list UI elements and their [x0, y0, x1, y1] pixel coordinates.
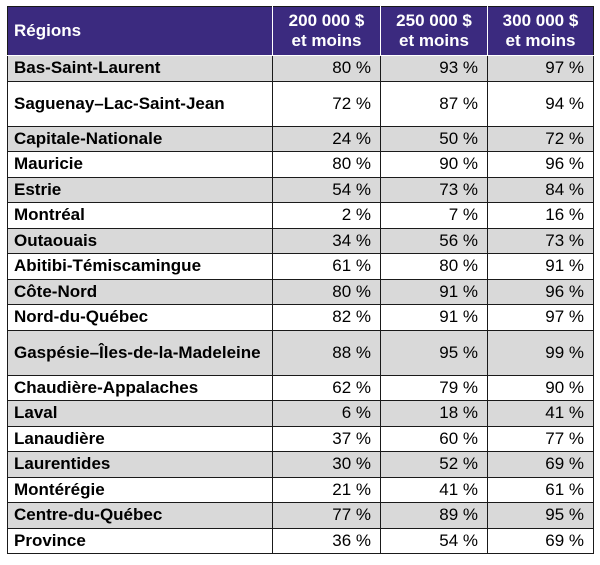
value-250000: 79 % — [380, 374, 488, 401]
region-name: Capitale-Nationale — [7, 125, 273, 152]
value-300000: 73 % — [487, 227, 594, 254]
table-row: Abitibi-Témiscamingue 61 % 80 % 91 % — [7, 253, 594, 280]
value-250000: 93 % — [380, 55, 488, 82]
value-200000: 21 % — [272, 476, 381, 503]
value-250000: 41 % — [380, 476, 488, 503]
value-300000: 96 % — [487, 151, 594, 178]
value-250000: 50 % — [380, 125, 488, 152]
value-200000: 77 % — [272, 502, 381, 529]
region-name: Gaspésie–Îles-de-la-Madeleine — [7, 329, 273, 376]
table-header-row: Régions 200 000 $ et moins 250 000 $ et … — [7, 6, 594, 56]
region-name: Centre-du-Québec — [7, 502, 273, 529]
value-250000: 95 % — [380, 329, 488, 376]
table-row: Laurentides 30 % 52 % 69 % — [7, 451, 594, 478]
header-regions: Régions — [7, 6, 273, 56]
table-row: Bas-Saint-Laurent 80 % 93 % 97 % — [7, 55, 594, 82]
table-row: Centre-du-Québec 77 % 89 % 95 % — [7, 502, 594, 529]
value-300000: 99 % — [487, 329, 594, 376]
table-row: Gaspésie–Îles-de-la-Madeleine 88 % 95 % … — [7, 329, 594, 376]
value-250000: 91 % — [380, 304, 488, 331]
header-300000: 300 000 $ et moins — [487, 6, 594, 56]
value-200000: 34 % — [272, 227, 381, 254]
value-200000: 36 % — [272, 527, 381, 554]
value-200000: 72 % — [272, 80, 381, 127]
table-row: Province 36 % 54 % 69 % — [7, 527, 594, 554]
table-row: Saguenay–Lac-Saint-Jean 72 % 87 % 94 % — [7, 80, 594, 127]
table-row: Montréal 2 % 7 % 16 % — [7, 202, 594, 229]
value-200000: 61 % — [272, 253, 381, 280]
region-name: Laurentides — [7, 451, 273, 478]
value-200000: 24 % — [272, 125, 381, 152]
region-name: Estrie — [7, 176, 273, 203]
table-row: Capitale-Nationale 24 % 50 % 72 % — [7, 125, 594, 152]
value-200000: 88 % — [272, 329, 381, 376]
value-300000: 96 % — [487, 278, 594, 305]
value-200000: 54 % — [272, 176, 381, 203]
value-300000: 61 % — [487, 476, 594, 503]
value-300000: 90 % — [487, 374, 594, 401]
value-300000: 69 % — [487, 451, 594, 478]
table-row: Outaouais 34 % 56 % 73 % — [7, 227, 594, 254]
table-row: Laval 6 % 18 % 41 % — [7, 400, 594, 427]
value-200000: 62 % — [272, 374, 381, 401]
region-name: Nord-du-Québec — [7, 304, 273, 331]
value-200000: 30 % — [272, 451, 381, 478]
header-250000: 250 000 $ et moins — [380, 6, 488, 56]
value-300000: 97 % — [487, 304, 594, 331]
value-200000: 6 % — [272, 400, 381, 427]
region-name: Lanaudière — [7, 425, 273, 452]
region-name: Abitibi-Témiscamingue — [7, 253, 273, 280]
value-200000: 80 % — [272, 278, 381, 305]
region-name: Montréal — [7, 202, 273, 229]
value-250000: 73 % — [380, 176, 488, 203]
value-300000: 84 % — [487, 176, 594, 203]
table-row: Lanaudière 37 % 60 % 77 % — [7, 425, 594, 452]
region-name: Côte-Nord — [7, 278, 273, 305]
value-300000: 91 % — [487, 253, 594, 280]
region-name: Bas-Saint-Laurent — [7, 55, 273, 82]
region-name: Outaouais — [7, 227, 273, 254]
value-300000: 95 % — [487, 502, 594, 529]
region-percentage-table: Régions 200 000 $ et moins 250 000 $ et … — [7, 6, 594, 554]
region-table-container: Régions 200 000 $ et moins 250 000 $ et … — [7, 6, 594, 554]
value-250000: 80 % — [380, 253, 488, 280]
table-row: Mauricie 80 % 90 % 96 % — [7, 151, 594, 178]
value-300000: 41 % — [487, 400, 594, 427]
value-250000: 56 % — [380, 227, 488, 254]
value-300000: 77 % — [487, 425, 594, 452]
value-300000: 72 % — [487, 125, 594, 152]
region-name: Mauricie — [7, 151, 273, 178]
region-name: Laval — [7, 400, 273, 427]
region-name: Chaudière-Appalaches — [7, 374, 273, 401]
table-row: Estrie 54 % 73 % 84 % — [7, 176, 594, 203]
value-250000: 18 % — [380, 400, 488, 427]
table-row: Nord-du-Québec 82 % 91 % 97 % — [7, 304, 594, 331]
value-250000: 54 % — [380, 527, 488, 554]
value-250000: 60 % — [380, 425, 488, 452]
value-200000: 82 % — [272, 304, 381, 331]
value-250000: 87 % — [380, 80, 488, 127]
region-name: Saguenay–Lac-Saint-Jean — [7, 80, 273, 127]
value-300000: 69 % — [487, 527, 594, 554]
value-250000: 7 % — [380, 202, 488, 229]
value-200000: 2 % — [272, 202, 381, 229]
value-200000: 37 % — [272, 425, 381, 452]
region-name: Province — [7, 527, 273, 554]
header-200000: 200 000 $ et moins — [272, 6, 381, 56]
value-300000: 16 % — [487, 202, 594, 229]
table-row: Côte-Nord 80 % 91 % 96 % — [7, 278, 594, 305]
value-200000: 80 % — [272, 151, 381, 178]
region-name: Montérégie — [7, 476, 273, 503]
table-row: Montérégie 21 % 41 % 61 % — [7, 476, 594, 503]
value-250000: 90 % — [380, 151, 488, 178]
value-250000: 89 % — [380, 502, 488, 529]
value-200000: 80 % — [272, 55, 381, 82]
value-250000: 91 % — [380, 278, 488, 305]
table-row: Chaudière-Appalaches 62 % 79 % 90 % — [7, 374, 594, 401]
value-300000: 94 % — [487, 80, 594, 127]
value-250000: 52 % — [380, 451, 488, 478]
value-300000: 97 % — [487, 55, 594, 82]
